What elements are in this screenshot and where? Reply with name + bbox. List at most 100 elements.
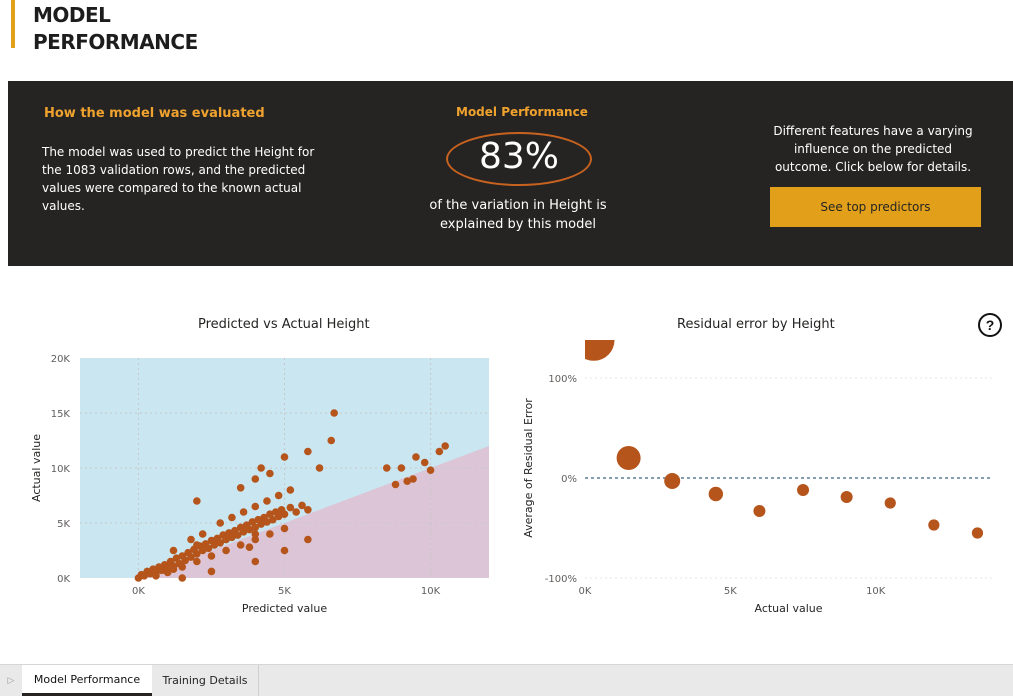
data-point (286, 486, 295, 494)
data-point (266, 530, 274, 538)
data-point (178, 574, 187, 582)
data-point (169, 565, 178, 573)
y-axis-label: Actual value (30, 434, 43, 502)
data-point (274, 491, 283, 500)
x-tick-label: 5K (278, 586, 291, 597)
x-tick-label: 5K (724, 586, 737, 597)
data-point (210, 541, 219, 549)
features-text: Different features have a varying influe… (773, 124, 973, 174)
question-mark-icon[interactable]: ? (978, 313, 1002, 337)
data-point (263, 497, 271, 505)
data-point (412, 453, 420, 461)
evaluation-heading: How the model was evaluated (44, 106, 265, 121)
x-axis-label: Actual value (754, 602, 822, 615)
data-point (797, 484, 810, 496)
performance-subtext: of the variation in Height is explained … (429, 198, 607, 232)
scatter-chart-title: Predicted vs Actual Height (198, 317, 370, 332)
data-point (198, 546, 207, 555)
data-point (616, 446, 641, 470)
data-point (187, 553, 195, 561)
data-point (382, 464, 391, 472)
data-point (228, 513, 236, 522)
data-point (971, 527, 984, 539)
y-tick-label: 20K (51, 354, 71, 365)
page-title: MODEL PERFORMANCE (33, 2, 198, 56)
y-tick-label: 15K (51, 409, 71, 420)
x-axis-label: Predicted value (242, 602, 327, 615)
page-title-line2: PERFORMANCE (33, 30, 198, 54)
performance-heading: Model Performance (456, 105, 588, 119)
data-point (280, 524, 289, 533)
data-point (239, 508, 248, 516)
data-point (257, 464, 265, 472)
y-tick-label: 10K (51, 464, 71, 475)
data-point (304, 506, 312, 514)
data-point (193, 541, 201, 549)
data-point (884, 497, 896, 509)
y-tick-label: -100% (545, 574, 577, 585)
y-tick-label: 100% (548, 374, 577, 385)
tab-training-details[interactable]: Training Details (152, 665, 259, 696)
data-point (216, 519, 225, 527)
y-tick-label: 5K (57, 519, 70, 530)
data-point (708, 486, 724, 502)
tab-model-performance[interactable]: Model Performance (22, 665, 152, 696)
data-point (163, 568, 172, 577)
data-point (298, 501, 306, 510)
performance-value: 83% (478, 136, 559, 177)
data-point (222, 546, 230, 555)
data-point (292, 508, 300, 516)
region-below (138, 446, 489, 578)
data-point (420, 458, 429, 467)
data-point (181, 556, 189, 565)
summary-panel: How the model was evaluated The model wa… (8, 81, 1013, 266)
data-point (286, 503, 295, 512)
data-point (251, 557, 260, 566)
y-tick-label: 0% (561, 474, 577, 485)
data-point (266, 469, 274, 478)
x-tick-label: 10K (421, 586, 441, 597)
data-point (409, 475, 417, 483)
data-point (426, 466, 435, 474)
data-point (251, 502, 260, 511)
y-axis-label: Average of Residual Error (522, 398, 535, 538)
data-point (391, 480, 400, 489)
data-point (204, 544, 213, 553)
data-point (228, 533, 236, 542)
data-point (236, 484, 245, 492)
see-top-predictors-button[interactable]: See top predictors (770, 187, 981, 227)
residual-error-chart: -100% 0% 100% 0K 5K 10K Actual value Average of… (522, 340, 992, 615)
residual-chart-title: Residual error by Height (677, 317, 835, 332)
data-point (269, 515, 277, 524)
data-point (304, 447, 312, 456)
evaluation-text: The model was used to predict the Height… (42, 145, 315, 213)
data-point (251, 535, 260, 544)
data-point (304, 535, 312, 544)
data-point (753, 505, 766, 517)
data-point (207, 552, 216, 560)
data-point (193, 497, 201, 505)
tab-scroll-left-icon[interactable]: ▷ (7, 675, 15, 685)
data-point (198, 530, 207, 538)
data-point (397, 464, 406, 472)
data-point (245, 525, 254, 534)
data-point (441, 442, 449, 450)
data-point (193, 550, 201, 558)
data-point (280, 510, 289, 518)
data-point (239, 528, 248, 536)
data-point (327, 436, 336, 445)
data-point (251, 475, 260, 483)
data-point (280, 453, 289, 461)
data-point (330, 409, 338, 417)
data-point (928, 519, 940, 531)
page-title-line1: MODEL (33, 3, 111, 27)
performance-oval (446, 132, 592, 186)
data-point (435, 447, 444, 456)
data-point (222, 535, 230, 544)
data-point (280, 546, 289, 555)
data-point (263, 518, 271, 526)
data-point (315, 464, 324, 472)
data-point (216, 539, 225, 547)
y-tick-label: 0K (57, 574, 70, 585)
data-point (193, 557, 201, 566)
